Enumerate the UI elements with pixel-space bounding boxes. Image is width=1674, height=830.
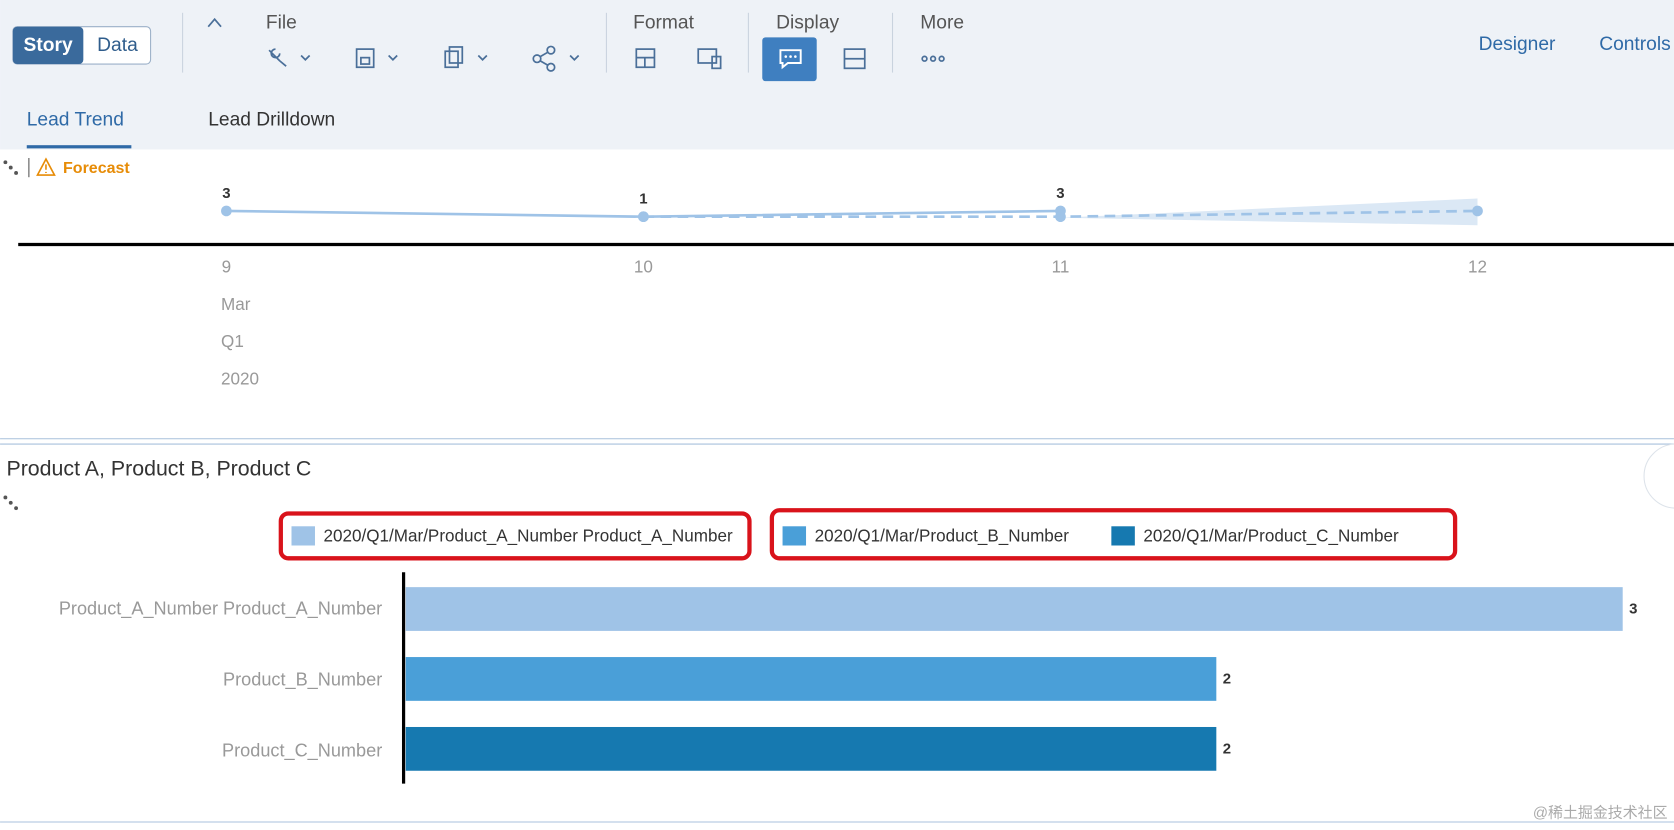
annotation-box [769,508,1458,561]
group-file: File [266,13,297,34]
forecast-label: Forecast [63,160,130,177]
x-tick-label: 9 [222,257,231,276]
x-tick-label: 10 [634,257,653,276]
data-label: 3 [222,185,230,202]
tab-underline [26,145,132,149]
data-point [638,211,649,223]
bar [405,726,1217,771]
chart-title: Product A, Product B, Product C [6,456,311,480]
y-tick-label: Product_B_Number [223,669,382,690]
story-tab-bg[interactable] [12,26,84,65]
x-level-label: Q1 [221,332,244,351]
y-tick-label: Product_A_Number Product_A_Number [59,598,382,619]
data-point [1055,211,1066,223]
data-label: 3 [1629,601,1637,618]
data-label: 1 [639,191,647,208]
bar [405,657,1217,701]
bar-chart: 2020/Q1/Mar/Product_A_Number Product_A_N… [59,526,1637,771]
bar [405,587,1623,631]
page-tab-active[interactable]: Lead Trend [27,110,124,131]
group-more: More [920,13,964,34]
toolbar-icons[interactable] [268,37,945,82]
hierarchy-icon[interactable] [3,160,18,175]
data-point [1472,205,1483,217]
more-button[interactable] [1643,443,1674,509]
x-level-label: Mar [221,295,251,314]
legend-swatch [291,526,315,546]
page-tab[interactable]: Lead Drilldown [208,110,335,131]
data-tab[interactable]: Data [97,35,138,56]
y-tick-label: Product_C_Number [222,740,382,761]
toolbar-bg [0,0,1674,150]
watermark: @稀土掘金技术社区 [1533,804,1668,821]
group-format: Format [633,13,694,34]
x-level-label: 2020 [221,370,259,389]
legend-swatch [782,526,807,546]
warning-icon [36,157,56,176]
collapse-icon[interactable] [207,17,222,28]
data-label: 2 [1223,740,1231,757]
legend-label: 2020/Q1/Mar/Product_C_Number [1143,526,1399,545]
data-label: 2 [1223,670,1231,687]
line-chart: 9 10 11 12 Mar Q1 2020 3 1 3 [221,185,1487,389]
annotation-box [278,511,752,561]
legend-label: 2020/Q1/Mar/Product_B_Number [815,526,1070,545]
group-display: Display [776,13,839,34]
controls-button[interactable]: Controls [1599,34,1671,55]
legend-swatch [1111,526,1135,546]
separators [182,12,894,73]
x-tick-label: 11 [1052,257,1070,276]
data-label: 3 [1056,185,1064,202]
x-tick-label: 12 [1468,257,1487,276]
legend-label: 2020/Q1/Mar/Product_A_Number Product_A_N… [324,526,733,545]
hierarchy-icon[interactable] [3,495,18,511]
designer-button[interactable]: Designer [1479,34,1556,55]
data-point [221,205,232,217]
forecast-band [1060,198,1478,226]
story-tab[interactable]: Story [24,35,73,56]
